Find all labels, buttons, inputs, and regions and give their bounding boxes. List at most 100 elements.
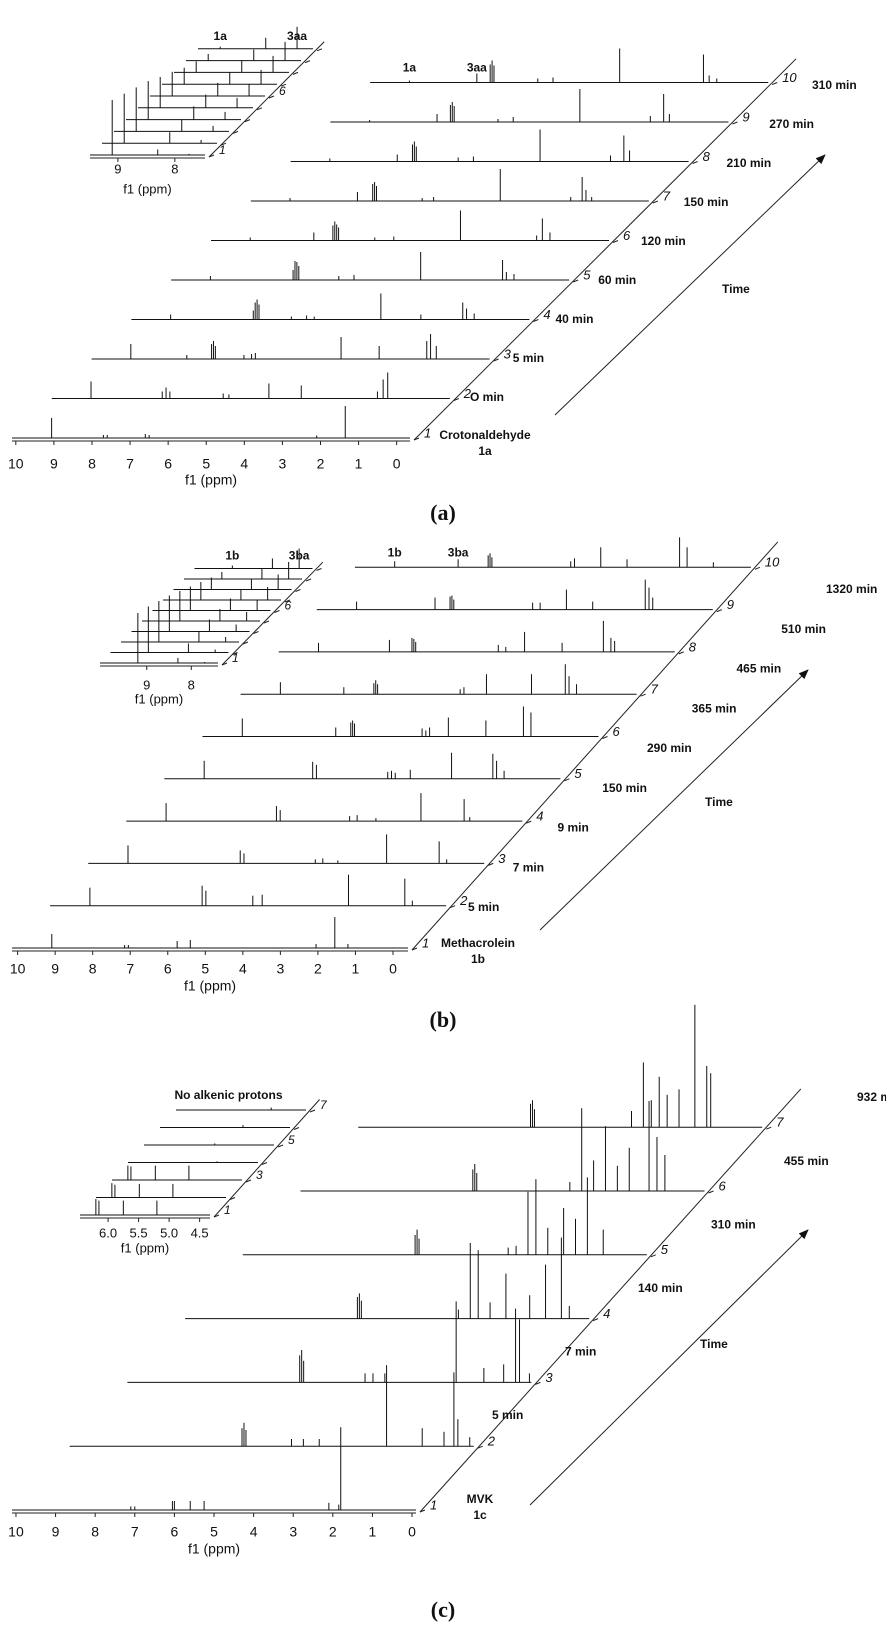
trace-number: 7 xyxy=(320,1098,328,1112)
x-tick-label: 2 xyxy=(329,1524,337,1540)
time-label: 5 min xyxy=(513,351,544,365)
time-label: 120 min xyxy=(641,234,686,248)
trace-number: 5 xyxy=(583,267,591,282)
trace-number: 7 xyxy=(776,1115,784,1130)
depth-axis xyxy=(222,562,323,665)
time-arrow-label: Time xyxy=(705,795,733,809)
trace-number: 10 xyxy=(782,70,797,85)
trace-number: 2 xyxy=(487,1434,496,1449)
trace-number: 3 xyxy=(498,851,506,866)
depth-tick xyxy=(772,83,777,85)
trace-number: 5 xyxy=(661,1242,669,1257)
trace-number: 9 xyxy=(727,597,734,612)
compound-id: 1b xyxy=(471,952,485,966)
x-tick-label: 5 xyxy=(201,961,209,977)
x-axis-label: f1 (ppm) xyxy=(123,181,171,196)
depth-axis xyxy=(214,1100,320,1218)
figure: 1Crotonaldehyde1a2O min35 min440 min560 … xyxy=(0,0,886,1626)
depth-tick xyxy=(317,569,322,571)
x-tick-label: 9 xyxy=(50,456,58,472)
trace-number: 6 xyxy=(279,84,286,98)
depth-tick xyxy=(755,567,760,569)
trace-number: 4 xyxy=(543,307,550,322)
depth-tick xyxy=(305,61,310,63)
x-tick-label: 2 xyxy=(314,961,322,977)
x-tick-label: 7 xyxy=(131,1524,139,1540)
x-tick-label: 3 xyxy=(289,1524,297,1540)
x-tick-label: 4 xyxy=(239,961,247,977)
depth-axis xyxy=(414,59,796,440)
compound-id: 1c xyxy=(473,1508,487,1522)
x-tick-label: 6 xyxy=(164,456,172,472)
x-tick-label: 5.0 xyxy=(160,1225,178,1240)
trace-number: 1 xyxy=(219,143,226,157)
x-tick-label: 4 xyxy=(240,456,248,472)
x-axis-label: f1 (ppm) xyxy=(135,691,183,706)
x-tick-label: 5.5 xyxy=(130,1225,148,1240)
trace-number: 3 xyxy=(504,346,512,361)
time-label: 290 min xyxy=(647,741,692,755)
peak-annotation: 3ba xyxy=(289,549,310,563)
x-tick-label: 1 xyxy=(369,1524,377,1540)
time-arrow-label: Time xyxy=(700,1337,728,1351)
x-tick-label: 9 xyxy=(52,1524,60,1540)
time-label: 510 min xyxy=(781,622,826,636)
trace-number: 2 xyxy=(459,893,468,908)
time-label: 932 min xyxy=(857,1090,886,1104)
depth-tick xyxy=(310,1110,315,1112)
trace-number: 1 xyxy=(430,1497,437,1512)
x-tick-label: 4.5 xyxy=(191,1225,209,1240)
x-tick-label: 0 xyxy=(393,456,401,472)
x-tick-label: 6 xyxy=(170,1524,178,1540)
x-tick-label: 3 xyxy=(279,456,287,472)
depth-tick xyxy=(317,49,322,51)
depth-tick xyxy=(306,579,311,581)
time-label: 7 min xyxy=(565,1345,596,1359)
x-tick-label: 10 xyxy=(8,1524,24,1540)
peak-annotation: No alkenic protons xyxy=(174,1088,282,1102)
x-tick-label: 9 xyxy=(143,677,150,692)
x-tick-label: 8 xyxy=(89,961,97,977)
x-tick-label: 10 xyxy=(10,961,26,977)
time-arrow xyxy=(530,1230,808,1505)
trace-number: 8 xyxy=(689,639,697,654)
trace-number: 1 xyxy=(224,1203,231,1217)
peak-annotation: 3ba xyxy=(448,545,469,559)
time-label: 60 min xyxy=(598,273,636,287)
time-label: O min xyxy=(470,390,504,404)
peak-annotation: 1b xyxy=(388,545,402,559)
x-tick-label: 9 xyxy=(114,161,121,176)
trace-number: 4 xyxy=(603,1306,610,1321)
time-label: 9 min xyxy=(558,821,589,835)
time-label: 140 min xyxy=(638,1281,683,1295)
trace-number: 3 xyxy=(545,1370,553,1385)
x-tick-label: 2 xyxy=(317,456,325,472)
time-arrow xyxy=(555,155,825,415)
time-label: 310 min xyxy=(711,1217,756,1231)
x-axis-label: f1 (ppm) xyxy=(188,1541,240,1557)
depth-axis xyxy=(420,1089,801,1512)
time-label: 310 min xyxy=(812,78,857,92)
peak-annotation: 1a xyxy=(214,29,228,43)
trace-number: 1 xyxy=(424,425,431,440)
time-label: 150 min xyxy=(602,781,647,795)
x-tick-label: 8 xyxy=(188,677,195,692)
time-label: 210 min xyxy=(727,156,772,170)
peak-annotation: 3aa xyxy=(467,61,487,75)
x-tick-label: 8 xyxy=(171,161,178,176)
time-label: 5 min xyxy=(492,1408,523,1422)
trace-number: 5 xyxy=(574,766,582,781)
x-axis-label: f1 (ppm) xyxy=(184,978,236,994)
trace-number: 6 xyxy=(623,228,631,243)
panel-caption: (a) xyxy=(430,500,456,525)
x-tick-label: 8 xyxy=(91,1524,99,1540)
depth-tick xyxy=(717,610,722,612)
x-tick-label: 8 xyxy=(88,456,96,472)
trace-number: 6 xyxy=(613,724,621,739)
trace-number: 4 xyxy=(536,809,543,824)
x-tick-label: 1 xyxy=(355,456,363,472)
x-tick-label: 7 xyxy=(126,456,134,472)
time-label: 5 min xyxy=(468,900,499,914)
trace-number: 3 xyxy=(256,1168,263,1182)
x-tick-label: 10 xyxy=(8,456,24,472)
